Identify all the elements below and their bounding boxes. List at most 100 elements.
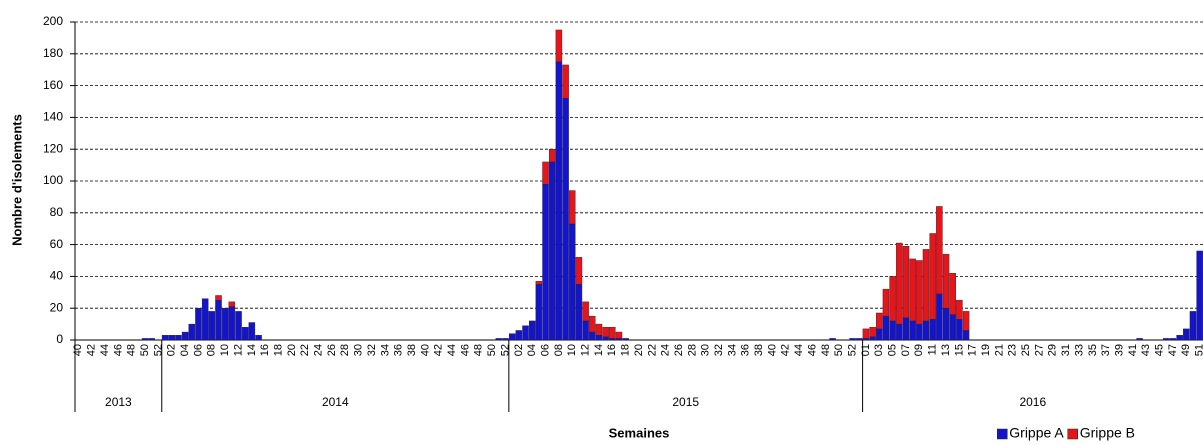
y-tick-label: 20 (50, 300, 64, 314)
x-tick-label: 04 (526, 344, 538, 356)
bar-segment (235, 311, 242, 341)
y-tick-label: 60 (50, 237, 64, 251)
bar-segment (241, 327, 249, 341)
x-tick-label: 13 (940, 344, 952, 356)
bar-segment (1163, 338, 1170, 341)
bar-segment (589, 315, 596, 333)
bar-segment (215, 295, 222, 301)
bar-segment (916, 323, 923, 341)
y-tick-label: 40 (50, 269, 64, 283)
x-tick-label: 16 (606, 344, 618, 356)
x-tick-label: 32 (366, 344, 378, 356)
bar-segment (1176, 335, 1183, 341)
bar-segment (1196, 250, 1203, 341)
x-tick-label: 18 (620, 344, 632, 356)
bar-segment (929, 319, 936, 341)
x-tick-label: 40 (419, 344, 431, 356)
x-tick-label: 15 (953, 344, 965, 356)
x-tick-label: 18 (272, 344, 284, 356)
x-group-label: 2013 (105, 395, 132, 409)
x-tick-label: 35 (1087, 344, 1099, 356)
legend-swatch (1067, 428, 1078, 440)
bar-segment (255, 335, 262, 341)
bar-segment (168, 335, 176, 341)
bar-segment (495, 338, 503, 341)
x-tick-label: 04 (179, 344, 191, 356)
bar-segment (942, 253, 950, 309)
bar-segment (882, 288, 890, 317)
bar-segment (522, 325, 529, 341)
bar-segment (862, 328, 870, 339)
y-axis-title: Nombre d'isolements (9, 114, 24, 246)
x-tick-label: 37 (1100, 344, 1112, 356)
bar-segment (849, 338, 856, 341)
bar-segment (889, 276, 896, 322)
x-tick-label: 49 (1180, 344, 1192, 356)
bar-segment (922, 249, 930, 322)
x-tick-label: 20 (286, 344, 298, 356)
bar-segment (609, 327, 616, 339)
bar-segment (1169, 338, 1177, 341)
y-tick-label: 120 (43, 141, 63, 155)
x-tick-label: 48 (126, 344, 138, 356)
y-tick-label: 160 (43, 78, 63, 92)
x-tick-label: 24 (313, 344, 325, 356)
x-tick-label: 30 (700, 344, 712, 356)
bar-segment (528, 320, 536, 341)
bar-segment (909, 320, 916, 341)
y-tick-label: 0 (56, 332, 63, 346)
bar-segment (609, 338, 616, 341)
x-tick-label: 12 (580, 344, 592, 356)
x-tick-label: 48 (820, 344, 832, 356)
bar-segment (902, 317, 910, 341)
x-tick-label: 27 (1033, 344, 1045, 356)
bar-segment (829, 338, 836, 341)
bar-segment (929, 233, 936, 320)
x-tick-label: 17 (967, 344, 979, 356)
x-tick-label: 25 (1020, 344, 1032, 356)
x-tick-label: 44 (446, 344, 458, 356)
bar-segment (175, 335, 182, 341)
x-tick-label: 52 (846, 344, 858, 356)
y-tick-label: 80 (50, 205, 64, 219)
x-tick-label: 46 (112, 344, 124, 356)
x-tick-label: 28 (686, 344, 698, 356)
bar-segment (956, 300, 963, 320)
x-tick-label: 39 (1113, 344, 1125, 356)
x-tick-label: 42 (780, 344, 792, 356)
x-tick-label: 50 (139, 344, 151, 356)
bar-segment (902, 245, 910, 318)
x-tick-label: 47 (1167, 344, 1179, 356)
bar-segment (602, 336, 609, 341)
bar-segment (215, 300, 222, 341)
x-tick-label: 33 (1073, 344, 1085, 356)
x-tick-label: 09 (913, 344, 925, 356)
bar-segment (615, 331, 623, 339)
x-tick-label: 26 (326, 344, 338, 356)
x-tick-label: 21 (993, 344, 1005, 356)
legend-label: Grippe A (1009, 425, 1064, 441)
bar-segment (942, 308, 950, 341)
y-tick-label: 180 (43, 46, 63, 60)
y-tick-label: 100 (43, 173, 63, 187)
x-tick-label: 26 (673, 344, 685, 356)
x-tick-label: 51 (1194, 344, 1203, 356)
x-tick-label: 30 (353, 344, 365, 356)
bar-segment (535, 280, 543, 285)
bar-segment (896, 323, 903, 341)
x-group-label: 2015 (672, 395, 699, 409)
x-tick-label: 14 (593, 344, 605, 356)
x-tick-label: 01 (860, 344, 872, 356)
x-tick-label: 06 (192, 344, 204, 356)
x-tick-label: 08 (206, 344, 218, 356)
x-tick-label: 44 (793, 344, 805, 356)
bar-segment (889, 320, 896, 341)
x-tick-label: 44 (99, 344, 111, 356)
x-tick-label: 36 (740, 344, 752, 356)
bar-segment (141, 338, 149, 341)
bar-segment (228, 301, 236, 307)
bar-segment (949, 314, 956, 341)
x-tick-label: 45 (1154, 344, 1166, 356)
x-tick-label: 34 (379, 344, 391, 356)
